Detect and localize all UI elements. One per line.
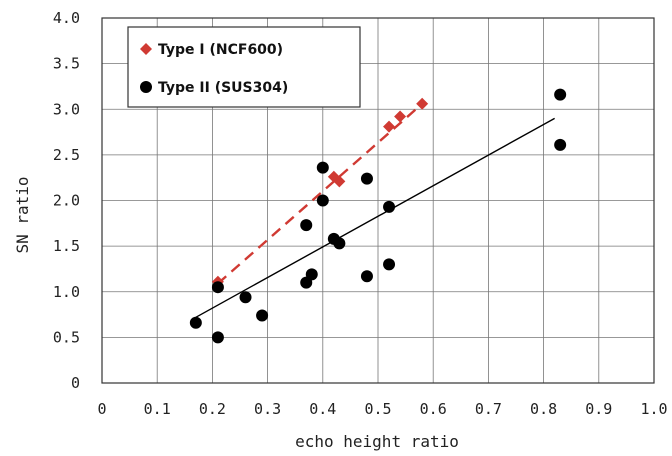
data-point-circle	[554, 88, 567, 101]
x-tick-label: 0.1	[144, 400, 171, 418]
legend-marker	[140, 81, 152, 93]
data-point-circle	[256, 309, 269, 322]
plot-area-frame	[101, 17, 655, 384]
y-tick-label: 0.5	[53, 328, 80, 346]
y-tick-label: 4.0	[53, 9, 80, 27]
data-point-circle	[360, 270, 373, 283]
y-tick-label: 1.5	[53, 237, 80, 255]
data-point-diamond	[394, 110, 407, 123]
data-point-circle	[383, 200, 396, 213]
x-tick-label: 0.3	[254, 400, 281, 418]
data-point-circle	[211, 281, 224, 294]
legend-box	[127, 26, 361, 108]
trendline	[217, 102, 423, 285]
x-tick-label: 1.0	[640, 400, 667, 418]
data-point-diamond	[333, 175, 346, 188]
data-point-circle	[189, 316, 202, 329]
x-axis-ticks: 0 0.1 0.2 0.3 0.4 0.5 0.6 0.7 0.8 0.9 1.0	[97, 400, 667, 418]
y-tick-label: 0	[71, 374, 80, 392]
data-point-circle	[305, 268, 318, 281]
y-tick-label: 2.0	[53, 192, 80, 210]
legend: Type I (NCF600) Type II (SUS304)	[127, 26, 361, 108]
legend-label: Type II (SUS304)	[158, 80, 288, 96]
x-tick-label: 0.4	[309, 400, 336, 418]
x-axis-label: echo height ratio	[295, 432, 459, 451]
y-tick-label: 1.0	[53, 283, 80, 301]
trendline	[195, 117, 555, 318]
data-points	[189, 88, 567, 344]
data-point-diamond	[383, 120, 396, 133]
y-tick-label: 3.5	[53, 55, 80, 73]
legend-label: Type I (NCF600)	[158, 42, 283, 58]
y-axis-label: SN ratio	[13, 176, 32, 253]
data-point-circle	[300, 219, 313, 232]
data-point-circle	[211, 331, 224, 344]
data-point-circle	[383, 258, 396, 271]
data-point-circle	[316, 194, 329, 207]
y-axis-ticks: 0 0.5 1.0 1.5 2.0 2.5 3.0 3.5 4.0	[53, 9, 80, 392]
y-tick-label: 3.0	[53, 100, 80, 118]
x-tick-label: 0.5	[364, 400, 391, 418]
data-point-circle	[333, 237, 346, 250]
data-point-diamond	[416, 97, 429, 110]
x-tick-label: 0.9	[585, 400, 612, 418]
y-tick-label: 2.5	[53, 146, 80, 164]
legend-marker	[140, 43, 152, 55]
x-tick-label: 0	[97, 400, 106, 418]
data-point-circle	[360, 172, 373, 185]
x-tick-label: 0.8	[530, 400, 557, 418]
x-tick-label: 0.7	[475, 400, 502, 418]
x-tick-label: 0.6	[420, 400, 447, 418]
trendlines	[195, 102, 555, 318]
data-point-circle	[239, 291, 252, 304]
data-point-circle	[554, 138, 567, 151]
x-tick-label: 0.2	[199, 400, 226, 418]
data-point-circle	[316, 161, 329, 174]
